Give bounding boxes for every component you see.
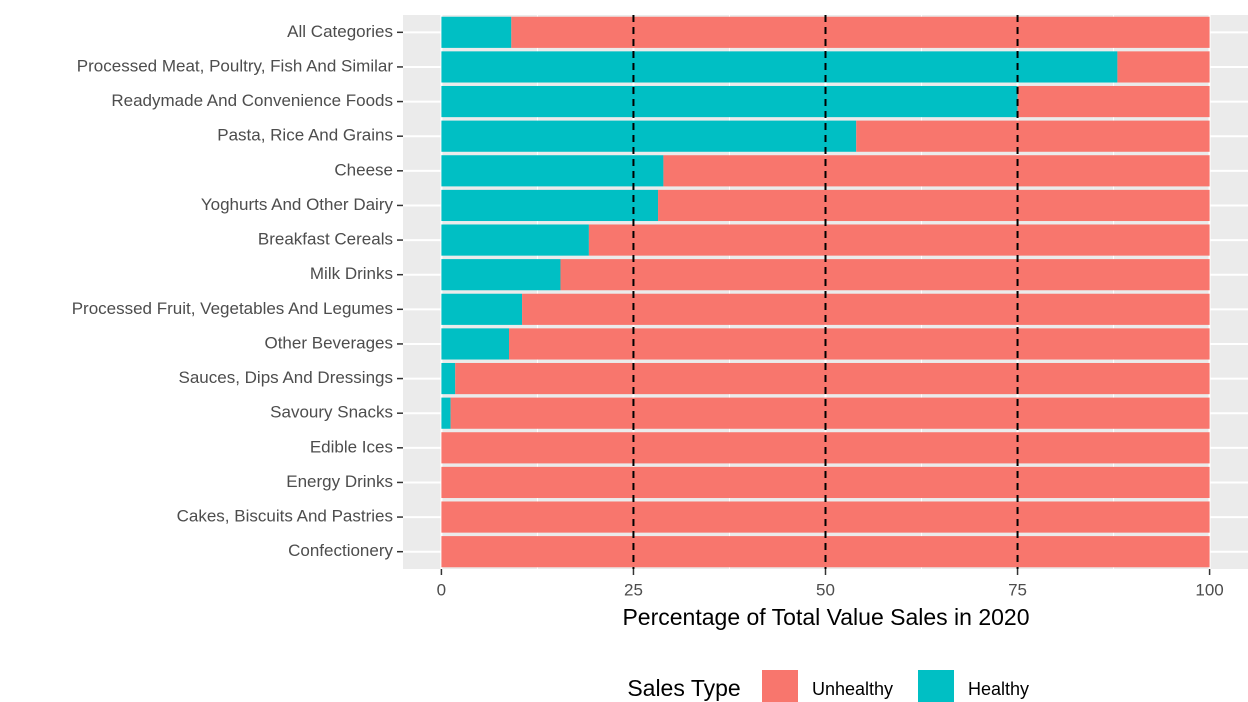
y-tick-label: Breakfast Cereals — [258, 230, 393, 249]
legend-title: Sales Type — [627, 675, 740, 701]
y-tick-label: Sauces, Dips And Dressings — [179, 368, 394, 387]
y-tick-label: Savoury Snacks — [270, 403, 393, 422]
y-tick-label: Yoghurts And Other Dairy — [201, 195, 394, 214]
bar — [441, 362, 456, 395]
x-tick-label: 75 — [1008, 580, 1027, 599]
bar — [560, 259, 1210, 291]
bar — [455, 362, 1210, 395]
y-tick-label: Readymade And Convenience Foods — [111, 91, 393, 110]
bar — [1117, 51, 1210, 83]
bar — [450, 397, 1210, 429]
bar — [441, 259, 561, 291]
y-tick-label: Cakes, Biscuits And Pastries — [177, 507, 393, 526]
bar — [588, 224, 1210, 256]
bar — [441, 224, 589, 256]
bar — [663, 155, 1210, 187]
y-tick-label: Energy Drinks — [286, 472, 393, 491]
bar — [658, 189, 1210, 222]
y-tick-label: Processed Meat, Poultry, Fish And Simila… — [77, 56, 394, 75]
bar — [441, 85, 1018, 118]
y-tick-label: Pasta, Rice And Grains — [217, 126, 393, 145]
legend-label: Unhealthy — [812, 679, 893, 699]
bar — [511, 16, 1210, 48]
bar — [441, 501, 1210, 533]
bar — [509, 328, 1210, 360]
bar — [441, 397, 451, 429]
x-axis-label: Percentage of Total Value Sales in 2020 — [622, 604, 1029, 630]
y-tick-label: All Categories — [287, 22, 393, 41]
bar — [441, 120, 857, 152]
bar — [441, 189, 659, 222]
legend-label: Healthy — [968, 679, 1029, 699]
y-tick-label: Other Beverages — [264, 333, 393, 352]
bar — [441, 155, 664, 187]
legend-key — [918, 670, 954, 702]
legend-key — [762, 670, 798, 702]
x-tick-label: 50 — [816, 580, 835, 599]
x-tick-label: 100 — [1195, 580, 1223, 599]
bar — [441, 16, 512, 48]
bar — [1017, 85, 1210, 118]
bar — [441, 328, 510, 360]
bar — [522, 293, 1210, 325]
bar — [441, 51, 1118, 83]
y-tick-label: Cheese — [334, 160, 393, 179]
y-tick-label: Milk Drinks — [310, 264, 393, 283]
bar — [441, 536, 1210, 568]
y-tick-label: Edible Ices — [310, 437, 393, 456]
bar — [856, 120, 1210, 152]
y-tick-label: Processed Fruit, Vegetables And Legumes — [72, 299, 393, 318]
x-tick-label: 0 — [437, 580, 446, 599]
x-tick-label: 25 — [624, 580, 643, 599]
bar — [441, 293, 523, 325]
y-tick-label: Confectionery — [288, 541, 393, 560]
